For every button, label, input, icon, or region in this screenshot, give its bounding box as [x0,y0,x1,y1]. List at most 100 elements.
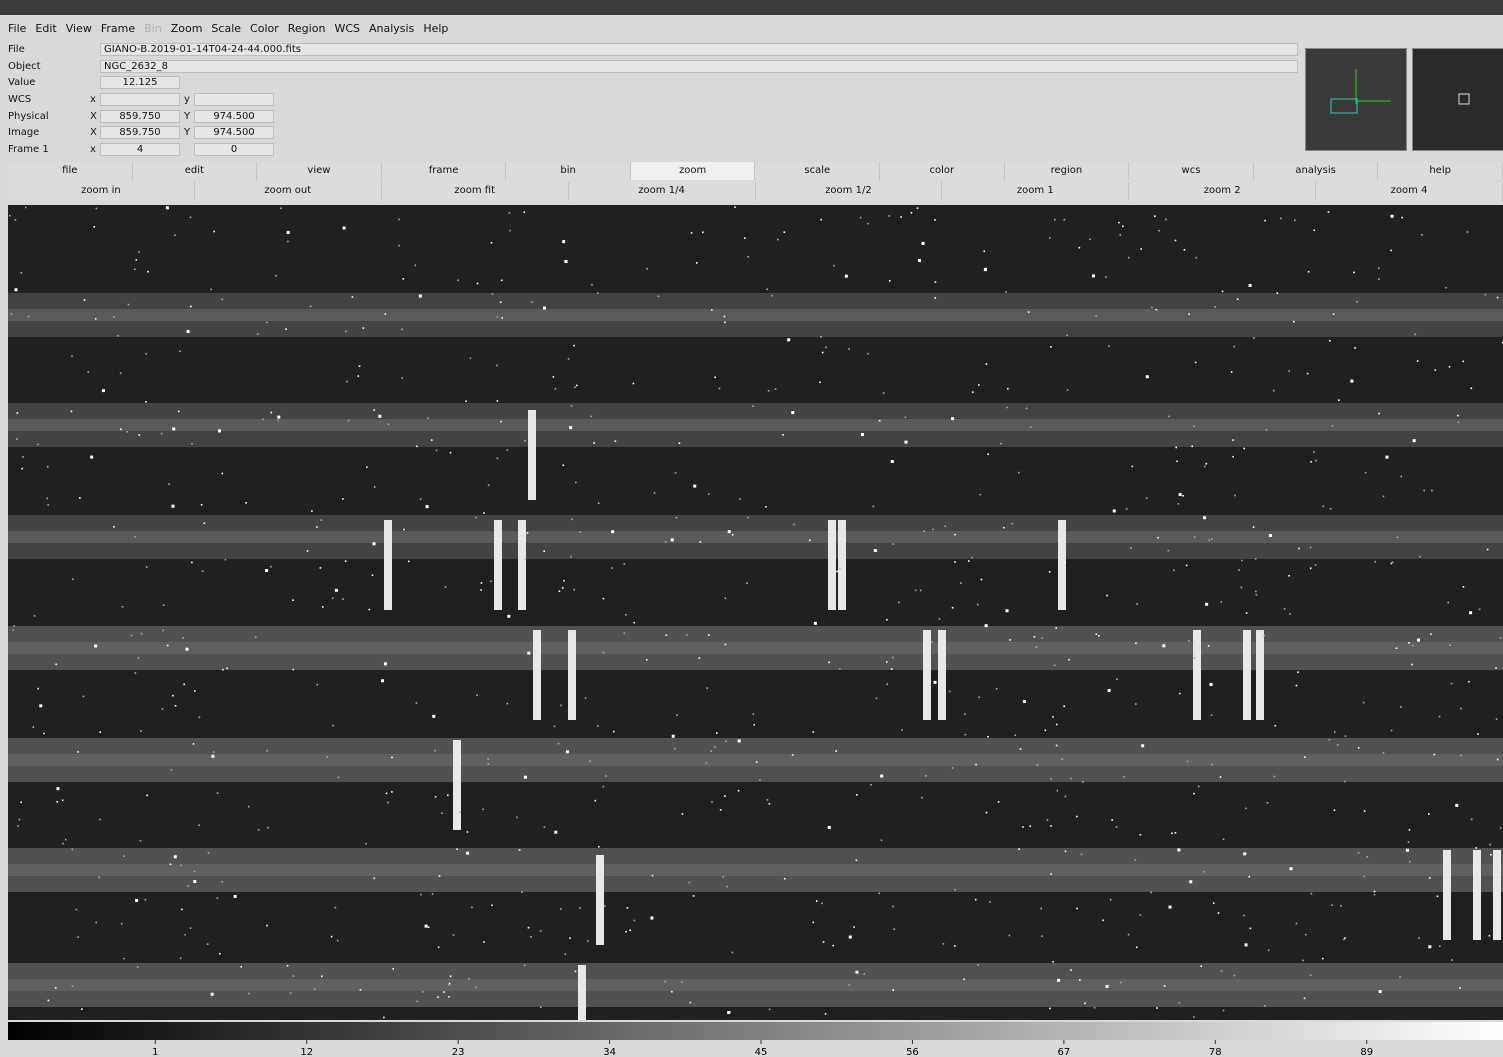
star [915,590,917,592]
button[interactable]: bin [506,162,631,180]
star [1390,250,1392,252]
button[interactable]: frame [382,162,507,180]
star [975,764,977,766]
zoom-button[interactable]: zoom out [195,182,382,201]
button[interactable]: analysis [1254,162,1379,180]
star [201,504,203,506]
star [1274,776,1276,778]
star [391,757,393,759]
star [482,809,484,811]
menu-item[interactable]: Scale [211,22,241,35]
star [1238,569,1240,571]
star [939,618,941,620]
star [447,794,449,796]
menu-item[interactable]: Analysis [369,22,414,35]
star [730,1011,732,1013]
star [310,305,312,307]
star [603,786,605,788]
star [1241,587,1243,589]
star [832,945,834,947]
zoom-button[interactable]: zoom 4 [1316,182,1503,201]
button[interactable]: region [1005,162,1130,180]
info-value [194,93,274,106]
star [1009,935,1011,937]
menu-item[interactable]: View [66,22,92,35]
star [1379,990,1382,993]
star [427,417,429,419]
button[interactable]: color [880,162,1005,180]
star [1122,225,1124,227]
star [402,278,404,280]
star [1449,366,1451,368]
zoom-button[interactable]: zoom in [8,182,195,201]
star [187,885,189,887]
menu-item[interactable]: Help [423,22,448,35]
star [952,607,954,609]
button[interactable]: file [8,162,133,180]
info-value: 974.500 [194,126,274,139]
star [131,635,133,637]
star [1293,321,1295,323]
star [1490,854,1492,856]
star [448,996,450,998]
button[interactable]: scale [755,162,880,180]
star [835,750,837,752]
star [527,532,529,534]
zoom-button[interactable]: zoom 2 [1129,182,1316,201]
star [1468,681,1470,683]
star [1168,550,1170,552]
button[interactable]: zoom [631,162,756,180]
star [554,726,556,728]
star [901,729,903,731]
star [1276,292,1278,294]
button[interactable]: view [257,162,382,180]
menu-item[interactable]: Region [288,22,326,35]
star [488,484,490,486]
star [633,383,635,385]
star [342,498,344,500]
star [892,906,894,908]
menu-item[interactable]: WCS [334,22,360,35]
star [178,411,180,413]
star [287,241,289,243]
zoom-button[interactable]: zoom fit [382,182,569,201]
button[interactable]: wcs [1129,162,1254,180]
star [96,208,98,210]
zoom-button[interactable]: zoom 1/4 [569,182,756,201]
star [1211,538,1213,540]
menu-item[interactable]: Bin [144,22,162,35]
button[interactable]: edit [133,162,258,180]
star [879,420,881,422]
star [576,385,578,387]
star [507,615,510,618]
star [900,216,902,218]
menu-item[interactable]: Color [250,22,279,35]
star [135,899,138,902]
star [141,633,143,635]
star [1479,608,1481,610]
star [1469,611,1472,614]
star [17,412,19,414]
menu-item[interactable]: File [8,22,26,35]
star [1396,647,1398,649]
button[interactable]: help [1378,162,1503,180]
star [434,750,436,752]
star [93,226,95,228]
star [1430,633,1432,635]
menu-item[interactable]: Edit [35,22,56,35]
star [1208,539,1210,541]
menu-item[interactable]: Zoom [171,22,203,35]
star [708,493,710,495]
star [1171,832,1173,834]
zoom-button[interactable]: zoom 1 [942,182,1129,201]
star [700,541,702,543]
star [79,497,81,499]
star [1146,375,1149,378]
zoom-button[interactable]: zoom 1/2 [756,182,943,201]
star [277,416,280,419]
star [314,988,316,990]
star [1189,880,1192,883]
star [1005,291,1007,293]
menu-item[interactable]: Frame [101,22,135,35]
